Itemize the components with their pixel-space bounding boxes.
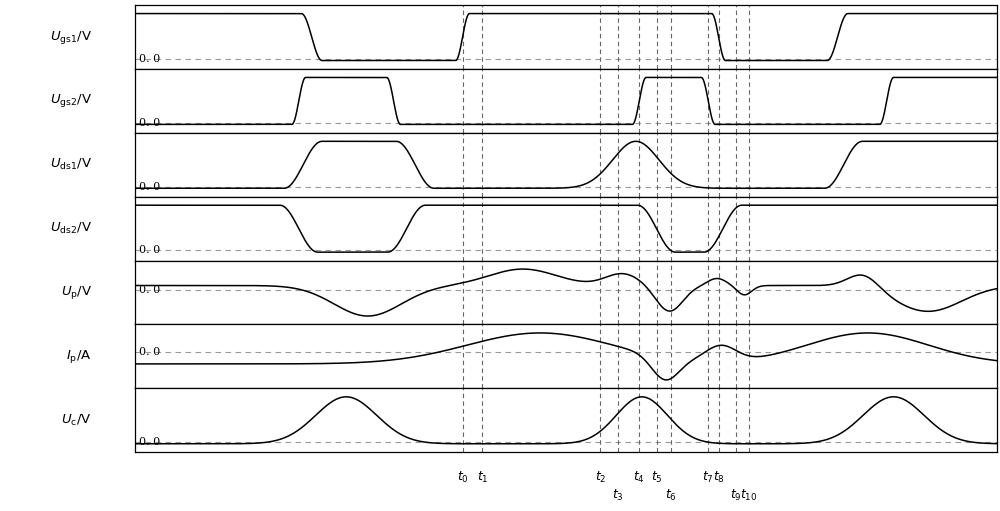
Text: 0. 0: 0. 0	[139, 118, 161, 128]
Text: $t_2$: $t_2$	[595, 470, 606, 485]
Y-axis label: $\it{U}_{\rm c}$/V: $\it{U}_{\rm c}$/V	[61, 413, 92, 428]
Text: $t_7$: $t_7$	[702, 470, 714, 485]
Text: $t_6$: $t_6$	[665, 489, 677, 503]
Text: 0. 0: 0. 0	[139, 437, 161, 447]
Text: $t_{10}$: $t_{10}$	[740, 489, 757, 503]
Text: $t_1$: $t_1$	[477, 470, 488, 485]
Text: 0. 0: 0. 0	[139, 54, 161, 64]
Text: 0. 0: 0. 0	[139, 285, 161, 295]
Y-axis label: $\it{U}_{\rm gs1}$/V: $\it{U}_{\rm gs1}$/V	[50, 29, 92, 45]
Text: $t_4$: $t_4$	[633, 470, 645, 485]
Text: $t_3$: $t_3$	[612, 489, 624, 503]
Text: $t_8$: $t_8$	[713, 470, 725, 485]
Y-axis label: $\it{U}_{\rm ds1}$/V: $\it{U}_{\rm ds1}$/V	[50, 157, 92, 172]
Y-axis label: $\it{I}_{\rm p}$/A: $\it{I}_{\rm p}$/A	[66, 348, 92, 365]
Y-axis label: $\it{U}_{\rm p}$/V: $\it{U}_{\rm p}$/V	[61, 284, 92, 301]
Text: $t_5$: $t_5$	[651, 470, 662, 485]
Text: $t_0$: $t_0$	[457, 470, 469, 485]
Text: $t_9$: $t_9$	[730, 489, 742, 503]
Text: 0. 0: 0. 0	[139, 347, 161, 357]
Text: 0. 0: 0. 0	[139, 245, 161, 255]
Y-axis label: $\it{U}_{\rm ds2}$/V: $\it{U}_{\rm ds2}$/V	[50, 221, 92, 236]
Text: 0. 0: 0. 0	[139, 182, 161, 192]
Y-axis label: $\it{U}_{\rm gs2}$/V: $\it{U}_{\rm gs2}$/V	[50, 92, 92, 109]
